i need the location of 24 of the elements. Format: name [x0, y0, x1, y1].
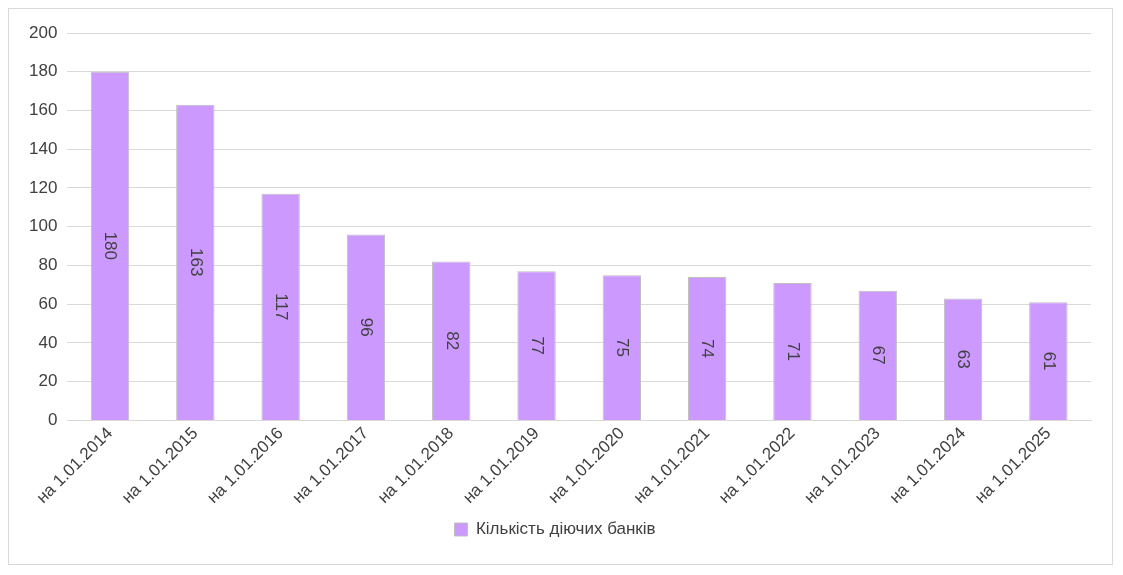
- data-label: 163: [186, 248, 206, 277]
- data-label: 117: [271, 293, 291, 321]
- y-tick-label: 120: [28, 177, 58, 197]
- data-label: 61: [1039, 351, 1059, 371]
- y-tick-label: 40: [38, 332, 58, 352]
- y-tick-label: 160: [28, 100, 58, 120]
- data-label: 75: [613, 338, 633, 357]
- y-tick-label: 200: [28, 22, 58, 42]
- y-tick-label: 140: [28, 138, 58, 158]
- data-label: 67: [869, 345, 889, 365]
- data-label: 180: [101, 231, 121, 261]
- y-tick-label: 180: [28, 61, 58, 81]
- y-tick-label: 60: [38, 293, 58, 313]
- data-label: 63: [954, 349, 974, 369]
- legend-label: Кількість діючих банків: [475, 519, 656, 539]
- data-label: 74: [698, 339, 718, 358]
- y-tick-label: 0: [47, 410, 58, 430]
- y-tick-label: 80: [38, 255, 58, 275]
- data-label: 71: [783, 341, 803, 361]
- data-label: 77: [527, 336, 547, 356]
- data-label: 96: [357, 317, 377, 337]
- y-tick-label: 100: [28, 216, 58, 236]
- data-label: 82: [442, 331, 462, 351]
- y-tick-label: 20: [38, 371, 58, 391]
